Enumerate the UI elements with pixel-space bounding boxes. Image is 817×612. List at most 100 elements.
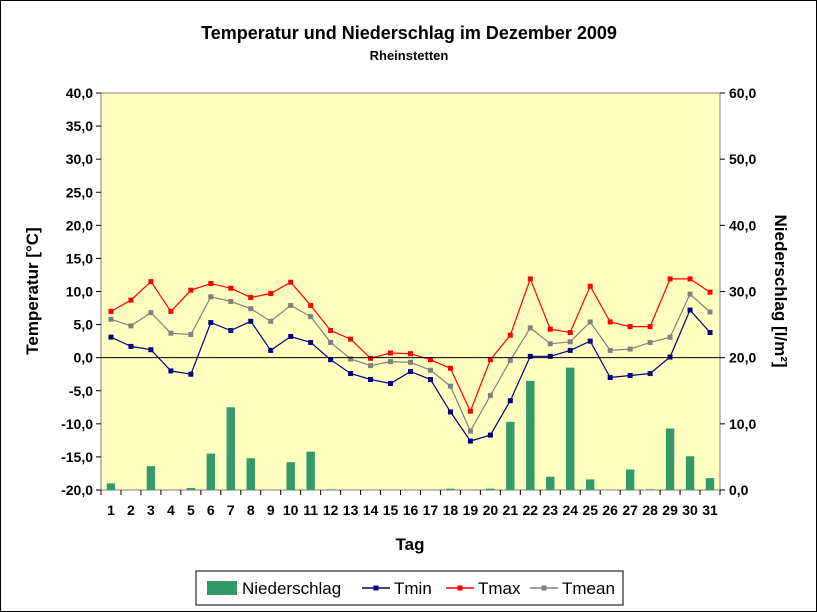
tmax-point: [208, 281, 214, 287]
tmean-point: [607, 347, 613, 353]
tmax-point: [168, 308, 174, 314]
precipitation-bar: [705, 478, 715, 490]
tmean-point: [567, 339, 573, 345]
tmax-point: [427, 357, 433, 363]
left-tick-label: -20,0: [61, 482, 93, 498]
legend-label-tmax: Tmax: [478, 579, 521, 598]
tmean-point: [667, 334, 673, 340]
precipitation-bar: [625, 469, 635, 490]
tmin-point: [607, 375, 613, 381]
x-tick-label: 2: [127, 502, 135, 518]
precipitation-bar: [106, 483, 116, 490]
tmin-point: [707, 330, 713, 336]
precipitation-bar: [146, 466, 156, 490]
tmax-point: [268, 290, 274, 296]
tmin-point: [408, 369, 413, 375]
tmin-point: [527, 353, 533, 359]
precipitation-bar: [526, 380, 535, 490]
tmean-point: [368, 363, 374, 369]
left-tick-label: -10,0: [61, 416, 93, 432]
tmax-point: [188, 287, 194, 293]
tmax-point: [248, 294, 254, 300]
left-tick-label: 10,0: [66, 284, 93, 300]
left-tick-label: 0,0: [74, 350, 94, 366]
tmax-point: [567, 330, 573, 336]
tmean-point: [627, 346, 633, 352]
precipitation-bar: [685, 456, 695, 490]
tmean-point: [228, 298, 234, 304]
right-tick-label: 20,0: [729, 350, 756, 366]
tmax-point: [388, 350, 394, 356]
precipitation-bars: [106, 367, 715, 490]
tmin-point: [647, 371, 653, 377]
x-tick-label: 15: [383, 502, 399, 518]
tmin-point: [288, 333, 294, 339]
x-tick-label: 24: [562, 502, 578, 518]
tmin-point: [128, 343, 134, 349]
x-tick-label: 20: [483, 502, 499, 518]
tmean-point: [707, 309, 713, 315]
x-tick-label: 25: [582, 502, 598, 518]
left-tick-label: -5,0: [69, 383, 93, 399]
precipitation-bar: [286, 462, 295, 490]
tmax-point: [288, 279, 294, 285]
tmin-point: [188, 371, 194, 377]
x-tick-label: 3: [147, 502, 155, 518]
x-tick-label: 27: [622, 502, 638, 518]
x-tick-label: 1: [107, 502, 115, 518]
x-tick-label: 31: [702, 502, 718, 518]
x-axis-title: Tag: [396, 535, 425, 554]
tmean-point: [208, 294, 214, 300]
tmax-point: [408, 351, 413, 357]
tmax-point: [647, 324, 653, 330]
x-tick-label: 17: [423, 502, 439, 518]
tmin-point: [427, 377, 433, 383]
precipitation-bar: [206, 453, 216, 490]
tmean-point: [408, 359, 413, 365]
tmin-point: [168, 368, 174, 374]
tmin-point: [467, 438, 473, 444]
tmin-point: [587, 338, 593, 344]
tmin-point: [328, 357, 334, 363]
tmax-point: [368, 355, 374, 361]
tmean-point: [467, 428, 473, 434]
plot-area: [100, 92, 721, 491]
tmean-point: [687, 291, 693, 297]
x-tick-label: 28: [642, 502, 658, 518]
tmax-point: [527, 276, 533, 282]
tmean-point: [288, 302, 294, 308]
tmax-point: [687, 276, 693, 282]
tmax-point: [108, 308, 114, 314]
chart-title: Temperatur und Niederschlag im Dezember …: [201, 23, 617, 43]
precipitation-bar: [246, 458, 255, 490]
tmax-point: [467, 408, 473, 414]
precipitation-bar: [645, 489, 655, 490]
tmean-point: [447, 383, 453, 389]
x-tick-label: 6: [207, 502, 215, 518]
tmin-point: [108, 334, 114, 340]
tmin-point: [248, 318, 254, 324]
tmin-point: [487, 432, 493, 438]
right-tick-label: 0,0: [729, 482, 749, 498]
tmean-point: [168, 330, 174, 336]
precipitation-bar: [226, 407, 235, 490]
tmax-point: [128, 297, 134, 303]
tmin-point: [627, 373, 633, 379]
tmean-point: [188, 332, 194, 338]
tmean-point: [328, 339, 334, 345]
tmax-point: [447, 365, 453, 371]
tmean-point: [268, 318, 274, 324]
tmean-point: [308, 314, 314, 320]
legend-label-tmean: Tmean: [562, 579, 615, 598]
precipitation-bar: [186, 488, 196, 490]
precipitation-bar: [306, 451, 315, 490]
left-tick-label: 40,0: [66, 85, 93, 101]
tmax-point: [587, 283, 593, 289]
precipitation-bar: [446, 488, 455, 490]
x-tick-label: 30: [682, 502, 698, 518]
tmax-point: [627, 324, 633, 330]
tmin-point: [667, 354, 673, 360]
left-tick-label: -15,0: [61, 449, 93, 465]
x-axis-ticks: 1 2 3 4 5 6 7 8 9 10 11 12 13 14 15 16 17 18 19 20 21 22 23 24 2…: [100, 490, 721, 518]
